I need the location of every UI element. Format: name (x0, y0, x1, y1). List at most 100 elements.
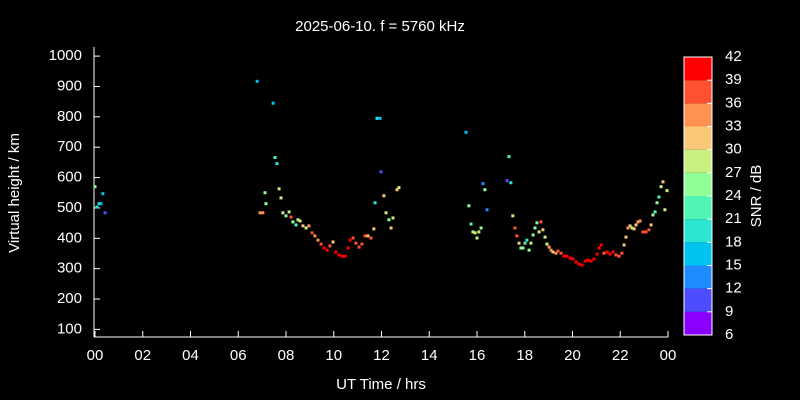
point (583, 259, 587, 263)
point (294, 223, 298, 227)
colorbar-band (684, 103, 712, 127)
point (636, 220, 640, 224)
point (628, 224, 632, 228)
colorbar-tick-label: 33 (725, 117, 742, 134)
point (291, 220, 295, 224)
point (310, 231, 314, 235)
colorbar-band (684, 172, 712, 196)
point (395, 188, 399, 192)
point (273, 156, 277, 160)
point (663, 208, 667, 212)
point (529, 241, 533, 245)
point (97, 202, 101, 206)
point (366, 234, 370, 238)
x-tick-label: 04 (182, 347, 199, 364)
point (101, 192, 105, 196)
point (473, 231, 477, 235)
point (99, 202, 103, 206)
x-tick-label: 22 (612, 347, 629, 364)
point (527, 248, 531, 252)
point (373, 201, 377, 205)
point (586, 258, 590, 262)
point (507, 155, 511, 159)
point (641, 230, 645, 234)
colorbar-band (684, 196, 712, 220)
point (485, 208, 489, 212)
point (287, 210, 291, 214)
point (275, 162, 279, 166)
point (263, 191, 267, 195)
point (343, 254, 347, 258)
y-tick-label: 400 (57, 229, 82, 246)
point (626, 226, 630, 230)
point (665, 189, 669, 193)
point (543, 235, 547, 239)
point (481, 182, 485, 186)
point (289, 215, 293, 219)
point (382, 194, 386, 198)
point (647, 228, 651, 232)
point (614, 253, 618, 257)
y-tick-label: 200 (57, 290, 82, 307)
point (469, 222, 473, 226)
point (632, 227, 636, 231)
point (363, 234, 367, 238)
point (599, 243, 603, 247)
colorbar-tick-label: 21 (725, 210, 742, 227)
x-tick-label: 10 (325, 347, 342, 364)
point (657, 195, 661, 199)
colorbar-band (684, 126, 712, 150)
colorbar-label: SNR / dB (748, 165, 765, 228)
point (547, 245, 551, 249)
point (261, 211, 265, 215)
point (346, 246, 350, 250)
point (608, 252, 612, 256)
point (541, 228, 545, 232)
point (638, 219, 642, 223)
point (464, 130, 468, 134)
point (397, 186, 401, 190)
point (331, 240, 335, 244)
point (337, 253, 341, 257)
colorbar-tick-label: 6 (725, 326, 733, 343)
y-tick-label: 800 (57, 108, 82, 125)
point (622, 243, 626, 247)
chart-title: 2025-06-10. f = 5760 kHz (295, 18, 465, 35)
point (304, 226, 308, 230)
y-tick-label: 600 (57, 169, 82, 186)
point (620, 251, 624, 255)
point (523, 241, 527, 245)
point (634, 223, 638, 227)
point (568, 256, 572, 260)
point (348, 238, 352, 242)
point (511, 214, 515, 218)
point (379, 170, 383, 174)
point (537, 230, 541, 234)
colorbar-band (684, 80, 712, 104)
point (539, 220, 543, 224)
colorbar-tick-label: 42 (725, 48, 742, 65)
x-axis-label: UT Time / hrs (336, 376, 426, 393)
point (483, 188, 487, 192)
colorbar-tick-label: 24 (725, 187, 742, 204)
point (595, 252, 599, 256)
point (296, 218, 300, 222)
point (589, 259, 593, 263)
point (661, 180, 665, 184)
y-axis-label: Virtual height / km (6, 133, 23, 253)
point (525, 238, 529, 242)
point (313, 234, 317, 238)
point (322, 246, 326, 250)
point (93, 185, 97, 189)
point (277, 187, 281, 191)
point (301, 224, 305, 228)
point (505, 179, 509, 183)
x-tick-label: 14 (421, 347, 438, 364)
point (391, 216, 395, 220)
x-tick-label: 16 (469, 347, 486, 364)
x-tick-label: 00 (87, 347, 104, 364)
colorbar-tick-label: 15 (725, 256, 742, 273)
point (592, 257, 596, 261)
point (571, 257, 575, 261)
